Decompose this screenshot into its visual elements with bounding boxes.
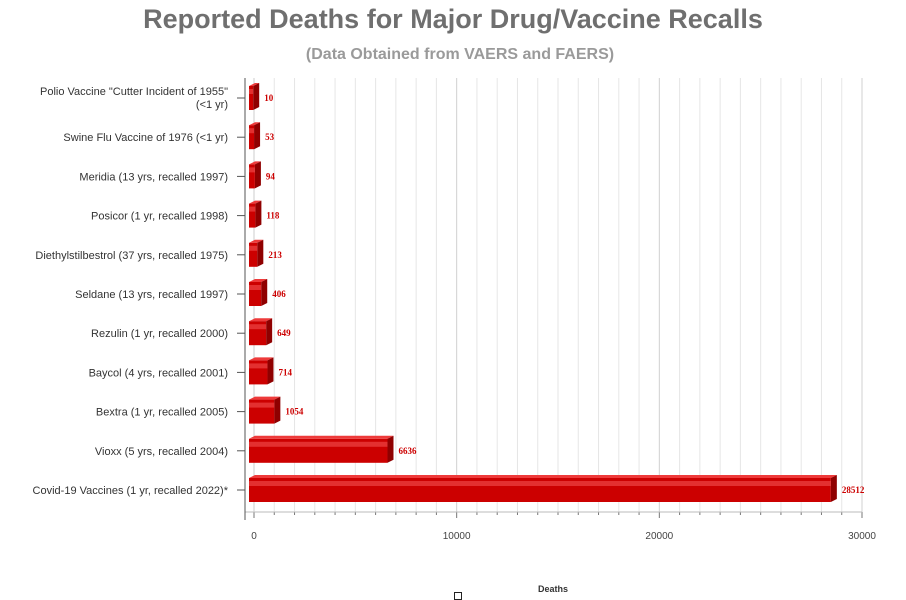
bar <box>249 86 254 110</box>
y-tick-label: Diethylstilbestrol (37 yrs, recalled 197… <box>35 250 228 262</box>
chart-subtitle: (Data Obtained from VAERS and FAERS) <box>305 46 615 63</box>
bar-highlight <box>249 89 254 94</box>
y-tick-label: Polio Vaccine "Cutter Incident of 1955" <box>40 86 228 98</box>
bar-highlight <box>249 324 267 330</box>
bar <box>249 125 255 150</box>
y-tick-label: Covid-19 Vaccines (1 yr, recalled 2022)* <box>33 485 229 497</box>
bar-side-face <box>253 83 260 110</box>
x-axis-label: Deaths <box>537 584 568 594</box>
data-label: 53 <box>265 132 275 142</box>
bar-side-face <box>254 161 261 189</box>
chart-title: Reported Deaths for Major Drug/Vaccine R… <box>143 4 763 34</box>
bar-side-face <box>255 200 262 228</box>
y-tick-label: Posicor (1 yr, recalled 1998) <box>91 211 228 223</box>
bar-top-face <box>249 435 394 439</box>
bar-side-face <box>267 357 274 385</box>
data-label: 714 <box>278 367 292 377</box>
bar <box>249 360 268 385</box>
bar-side-face <box>257 239 264 267</box>
bar-highlight <box>249 167 255 173</box>
bar-top-face <box>249 83 260 86</box>
data-label: 6636 <box>398 446 417 456</box>
data-label: 649 <box>277 328 291 338</box>
bar-side-face <box>266 318 273 346</box>
data-label: 1054 <box>285 407 304 417</box>
bar-top-face <box>249 161 261 165</box>
x-tick-label: 30000 <box>848 531 876 542</box>
bar <box>249 282 262 306</box>
y-tick-label: Swine Flu Vaccine of 1976 (<1 yr) <box>63 132 228 144</box>
bar-side-face <box>261 279 268 306</box>
mouse-cursor <box>454 592 462 600</box>
x-tick-label: 10000 <box>443 531 471 542</box>
bar <box>249 478 831 502</box>
bar-side-face <box>274 396 281 424</box>
bar-highlight <box>249 481 831 486</box>
y-tick-label: Rezulin (1 yr, recalled 2000) <box>91 328 228 340</box>
data-label: 94 <box>266 171 276 181</box>
bar-top-face <box>249 200 262 204</box>
data-label: 213 <box>268 250 282 260</box>
bar-highlight <box>249 128 255 134</box>
bar <box>249 203 256 228</box>
bar-top-face <box>249 239 264 243</box>
data-label: 406 <box>272 289 286 299</box>
bar-highlight <box>249 402 275 408</box>
bar-side-face <box>254 122 261 150</box>
bar-top-face <box>249 396 281 400</box>
x-tick-label: 20000 <box>645 531 673 542</box>
y-tick-label: (<1 yr) <box>196 99 228 111</box>
y-tick-label: Vioxx (5 yrs, recalled 2004) <box>95 446 228 458</box>
bar-side-face <box>830 475 837 502</box>
bar <box>249 321 267 346</box>
bar-top-face <box>249 475 837 478</box>
bar-top-face <box>249 357 274 361</box>
bar <box>249 438 388 463</box>
y-tick-label: Meridia (13 yrs, recalled 1997) <box>79 171 228 183</box>
bar-highlight <box>249 285 262 290</box>
data-label: 10 <box>264 93 274 103</box>
y-tick-label: Baycol (4 yrs, recalled 2001) <box>89 367 228 379</box>
bar <box>249 164 255 189</box>
data-label: 28512 <box>842 485 865 495</box>
bar <box>249 399 275 424</box>
bar-top-face <box>249 318 273 322</box>
bar-top-face <box>249 122 261 126</box>
bar-side-face <box>387 435 394 463</box>
bar <box>249 242 258 267</box>
bar-highlight <box>249 206 256 212</box>
bar-highlight <box>249 363 268 369</box>
data-label: 118 <box>266 211 280 221</box>
y-tick-label: Seldane (13 yrs, recalled 1997) <box>75 289 228 301</box>
bar-highlight <box>249 245 258 251</box>
y-tick-label: Bextra (1 yr, recalled 2005) <box>96 407 228 419</box>
x-tick-label: 0 <box>251 531 257 542</box>
bar-top-face <box>249 279 268 282</box>
bar-highlight <box>249 441 388 447</box>
